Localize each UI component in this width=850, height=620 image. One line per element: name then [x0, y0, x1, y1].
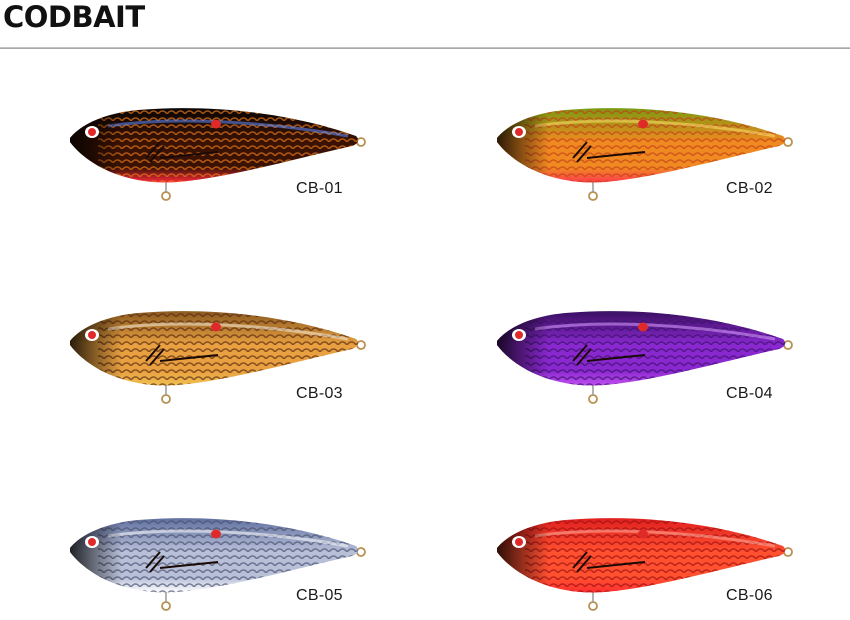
lure-item: [68, 100, 368, 210]
lure-image: [497, 108, 793, 201]
lure-item: [495, 510, 795, 620]
lure-item: [68, 303, 368, 413]
product-code-label: CB-05: [296, 587, 343, 604]
lure-image: [497, 311, 793, 404]
lure-item: [495, 303, 795, 413]
lure-image: [70, 518, 366, 611]
page-title: CODBAIT: [3, 0, 145, 34]
product-code-label: CB-02: [726, 180, 773, 197]
title-divider: [0, 47, 850, 49]
lure-image: [497, 518, 793, 611]
product-code-label: CB-03: [296, 385, 343, 402]
lure-item: [68, 510, 368, 620]
product-code-label: CB-01: [296, 180, 343, 197]
lure-image: [70, 311, 366, 404]
lure-item: [495, 100, 795, 210]
lure-image: [70, 108, 366, 201]
product-code-label: CB-04: [726, 385, 773, 402]
product-code-label: CB-06: [726, 587, 773, 604]
